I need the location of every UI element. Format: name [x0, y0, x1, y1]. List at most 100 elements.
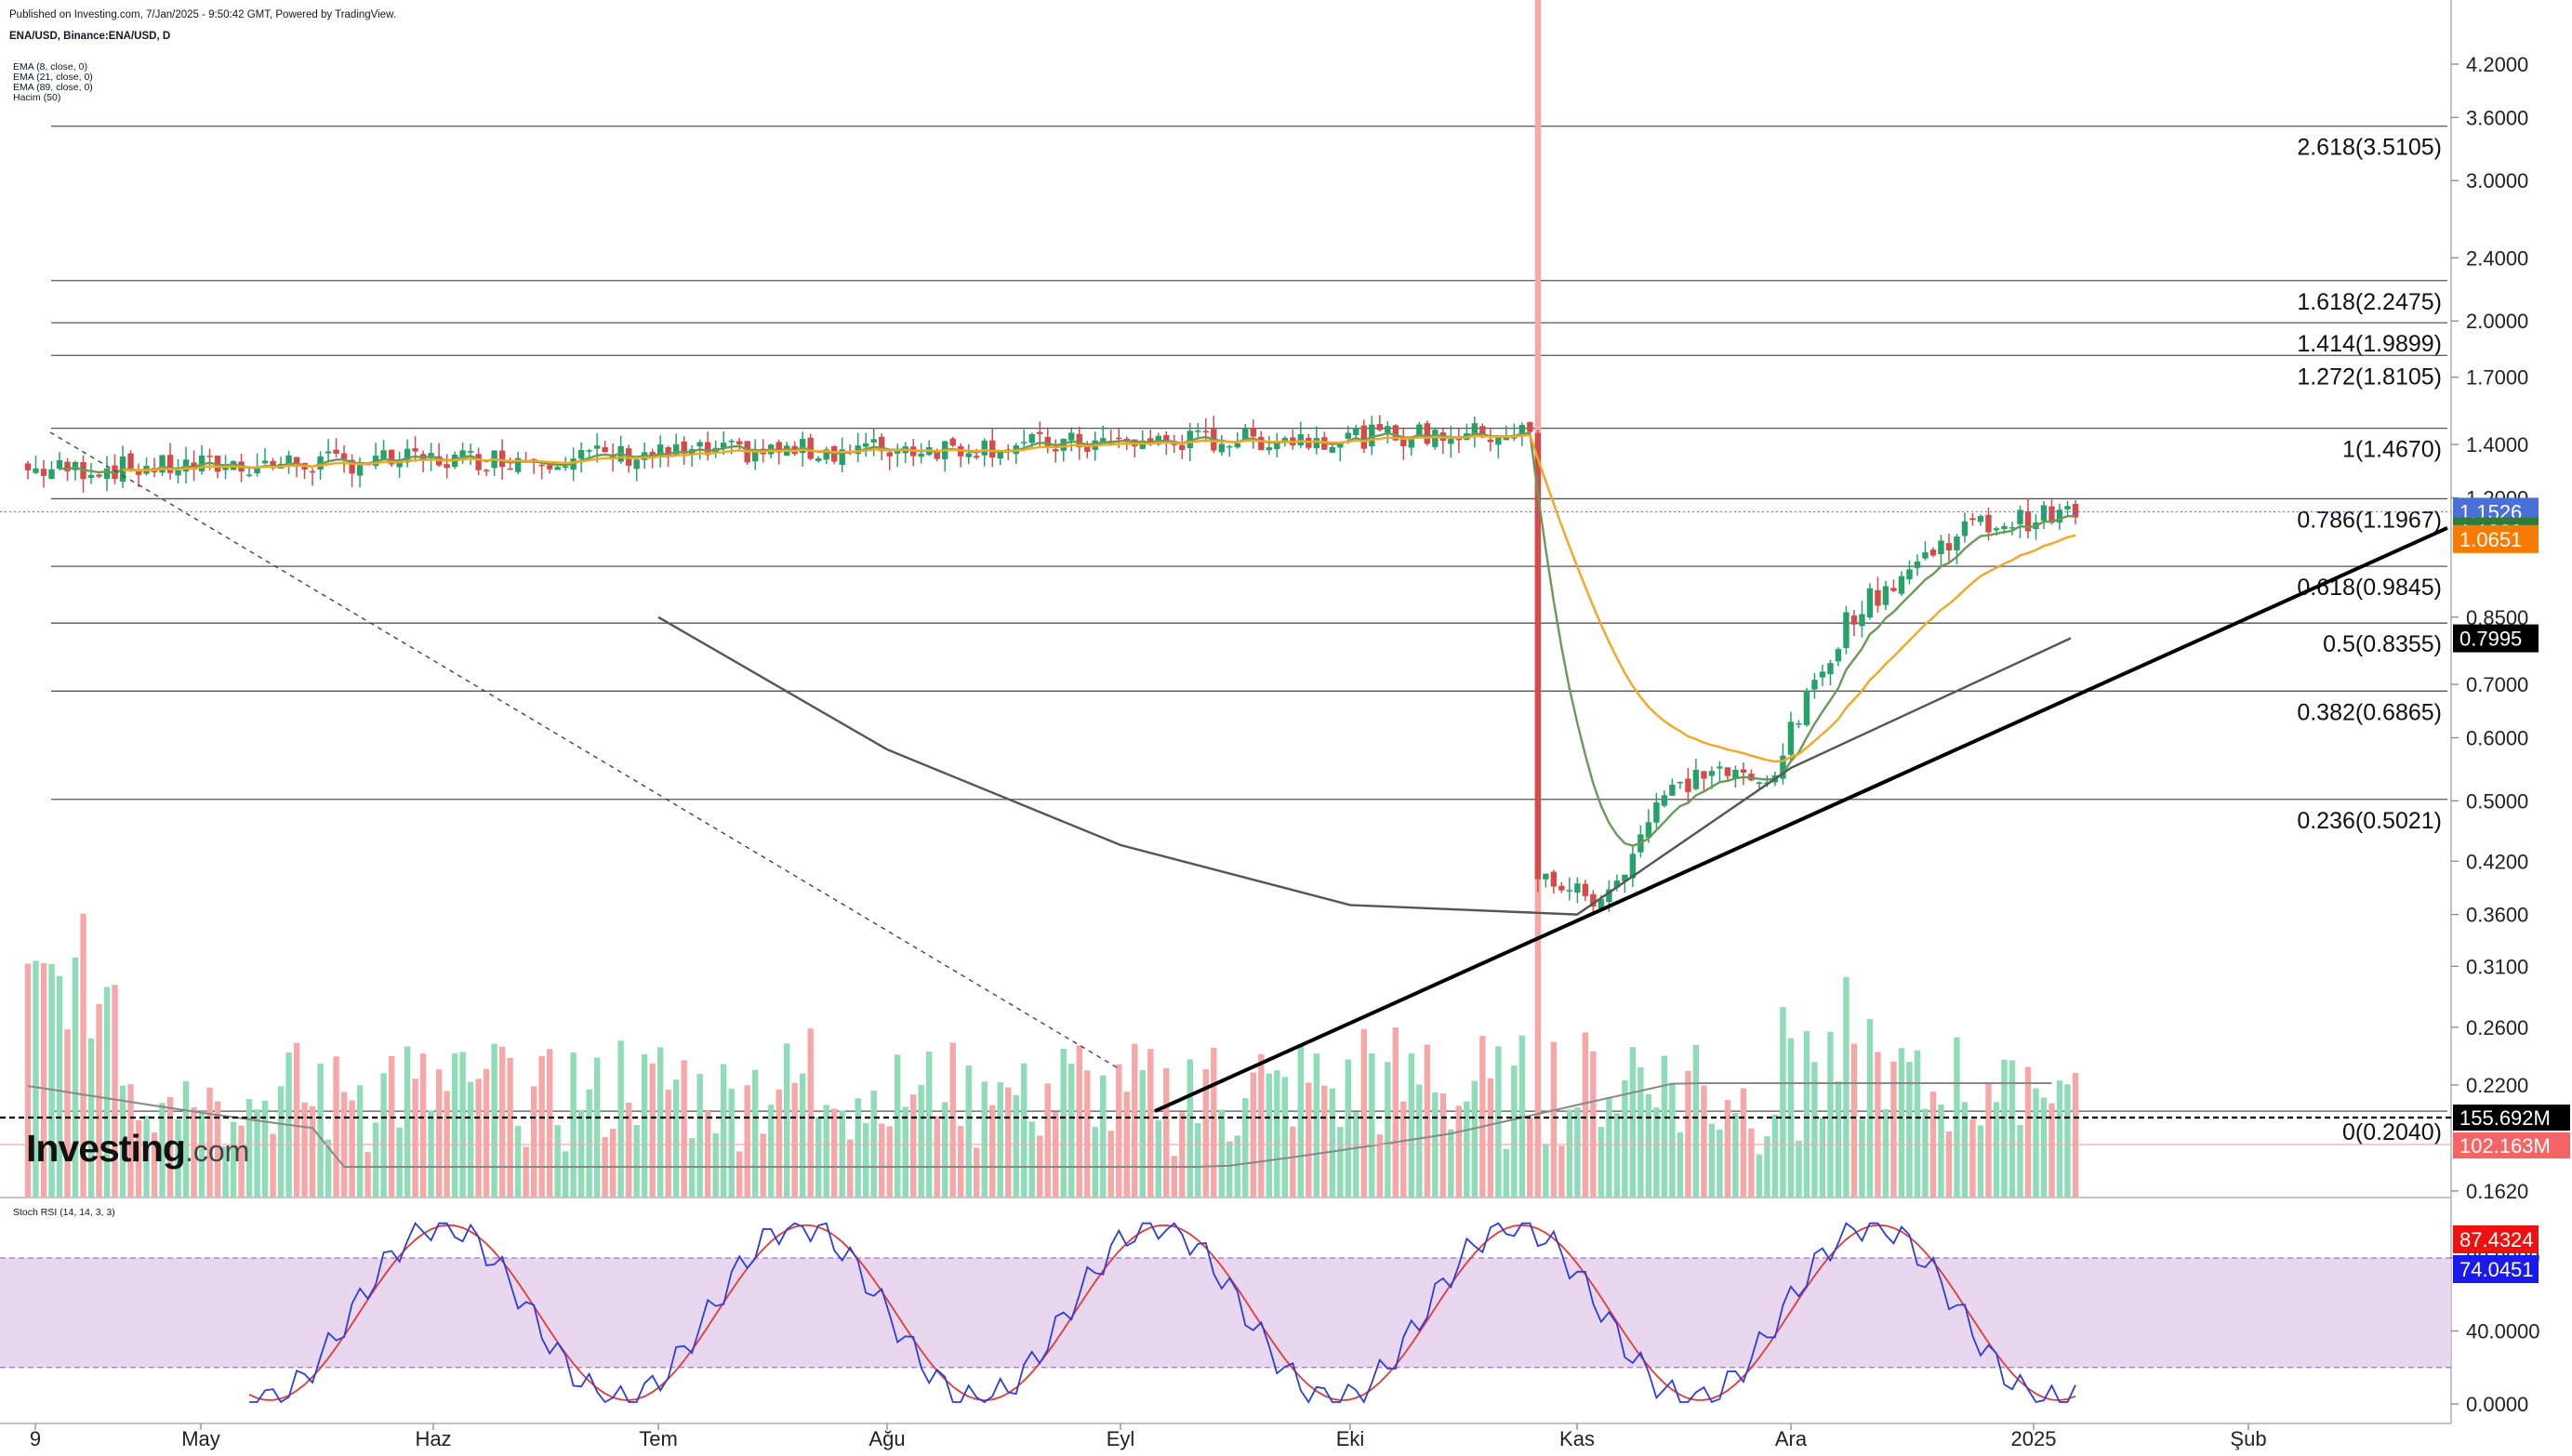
- candle-body-177: [1424, 423, 1431, 444]
- candle-body-29: [254, 466, 260, 474]
- candle-body-227: [1819, 671, 1826, 678]
- time-tick-label-5: Eyl: [1107, 1427, 1135, 1450]
- candle-body-235: [1882, 586, 1889, 605]
- volume-bar-190: [1527, 1117, 1533, 1197]
- fib-label-6: 0.618(0.9845): [2297, 575, 2442, 601]
- fib-label-3: 1.272(1.8105): [2297, 364, 2442, 390]
- candle-body-197: [1582, 883, 1589, 896]
- volume-bar-41: [349, 1100, 355, 1197]
- candle-body-170: [1369, 424, 1375, 447]
- candle-body-139: [1123, 438, 1130, 441]
- volume-bar-46: [388, 1055, 395, 1197]
- candle-body-40: [340, 453, 348, 459]
- volume-bar-141: [1139, 1069, 1146, 1197]
- candle-body-89: [728, 441, 735, 443]
- volume-bar-43: [365, 1152, 371, 1197]
- volume-bar-64: [530, 1086, 537, 1197]
- candle-body-252: [2017, 510, 2023, 524]
- volume-bar-142: [1147, 1049, 1154, 1197]
- volume-bar-111: [902, 1106, 908, 1197]
- candle-body-181: [1455, 438, 1463, 441]
- volume-bar-60: [498, 1046, 506, 1197]
- volume-bar-133: [1076, 1045, 1082, 1197]
- candle-body-31: [270, 460, 276, 469]
- candle-body-255: [2040, 505, 2048, 521]
- volume-bar-89: [728, 1088, 735, 1197]
- volume-bar-220: [1764, 1136, 1770, 1197]
- volume-bar-34: [293, 1042, 300, 1197]
- volume-bar-158: [1274, 1070, 1280, 1197]
- volume-bar-208: [1669, 1082, 1676, 1197]
- volume-bar-95: [776, 1089, 782, 1197]
- candle-body-19: [175, 470, 181, 476]
- volume-bar-166: [1337, 1127, 1344, 1197]
- volume-bar-115: [934, 1116, 940, 1197]
- candle-body-72: [593, 445, 601, 449]
- volume-bar-167: [1345, 1059, 1352, 1197]
- volume-bar-6: [72, 957, 79, 1197]
- price-tick-label-14: 0.3100: [2466, 955, 2528, 978]
- volume-bar-97: [791, 1082, 798, 1197]
- candle-body-186: [1495, 437, 1502, 445]
- candle-body-200: [1606, 889, 1612, 903]
- candle-body-149: [1202, 430, 1209, 433]
- candle-body-103: [839, 449, 845, 465]
- volume-bar-17: [159, 1103, 166, 1197]
- volume-bar-204: [1637, 1066, 1644, 1197]
- candle-body-130: [1053, 449, 1059, 452]
- volume-bar-134: [1084, 1070, 1091, 1197]
- stoch-d-tag: 74.0451: [2459, 1258, 2534, 1281]
- candle-body-99: [807, 437, 814, 459]
- candle-body-5: [64, 461, 71, 471]
- volume-bar-168: [1353, 1111, 1359, 1197]
- volume-bar-104: [847, 1139, 854, 1197]
- volume-bar-36: [309, 1105, 316, 1197]
- volume-bar-205: [1645, 1093, 1652, 1197]
- volume-bar-18: [166, 1096, 174, 1197]
- candle-body-251: [2009, 527, 2016, 529]
- candle-body-115: [934, 450, 940, 459]
- volume-bar-14: [135, 1120, 142, 1197]
- candle-body-196: [1574, 883, 1581, 893]
- candle-body-163: [1313, 438, 1320, 449]
- candle-body-88: [720, 443, 727, 448]
- candle-body-90: [736, 441, 743, 444]
- price-tick-label-9: 0.7000: [2466, 673, 2528, 696]
- candle-body-175: [1408, 438, 1415, 448]
- candle-body-203: [1629, 854, 1637, 879]
- candle-body-117: [949, 438, 956, 446]
- volume-bar-240: [1922, 1108, 1929, 1197]
- volume-bar-102: [830, 1108, 838, 1197]
- candle-body-191: [1534, 432, 1542, 880]
- candle-body-145: [1171, 443, 1177, 445]
- volume-bar-213: [1708, 1123, 1716, 1197]
- volume-bar-52: [435, 1069, 443, 1197]
- candle-body-36: [309, 470, 316, 473]
- candle-body-240: [1922, 552, 1929, 559]
- candle-body-13: [127, 453, 134, 470]
- volume-bar-76: [625, 1102, 632, 1197]
- candle-body-246: [1969, 518, 1976, 521]
- volume-tag: 102.163M: [2459, 1134, 2551, 1158]
- volume-bar-194: [1558, 1145, 1565, 1197]
- candle-body-189: [1518, 425, 1526, 436]
- volume-bar-237: [1898, 1048, 1905, 1197]
- ema89-tag-bg: [2453, 624, 2539, 653]
- volume-bar-157: [1266, 1073, 1273, 1197]
- candle-body-67: [554, 467, 561, 470]
- fib-label-10: 0(0.2040): [2342, 1119, 2442, 1145]
- volume-bar-147: [1187, 1059, 1193, 1197]
- candle-body-212: [1701, 771, 1707, 779]
- candle-body-210: [1685, 778, 1691, 792]
- volume-bar-32: [277, 1086, 285, 1197]
- volume-bar-63: [523, 1146, 529, 1197]
- volume-bar-67: [554, 1125, 561, 1197]
- stoch-tick-label-1: 40.0000: [2466, 1320, 2540, 1343]
- volume-bar-45: [380, 1073, 387, 1197]
- volume-bar-120: [974, 1147, 980, 1197]
- volume-bar-44: [372, 1122, 379, 1197]
- volume-bar-109: [886, 1126, 893, 1197]
- time-tick-label-10: Şub: [2230, 1427, 2266, 1450]
- volume-bar-108: [879, 1123, 885, 1197]
